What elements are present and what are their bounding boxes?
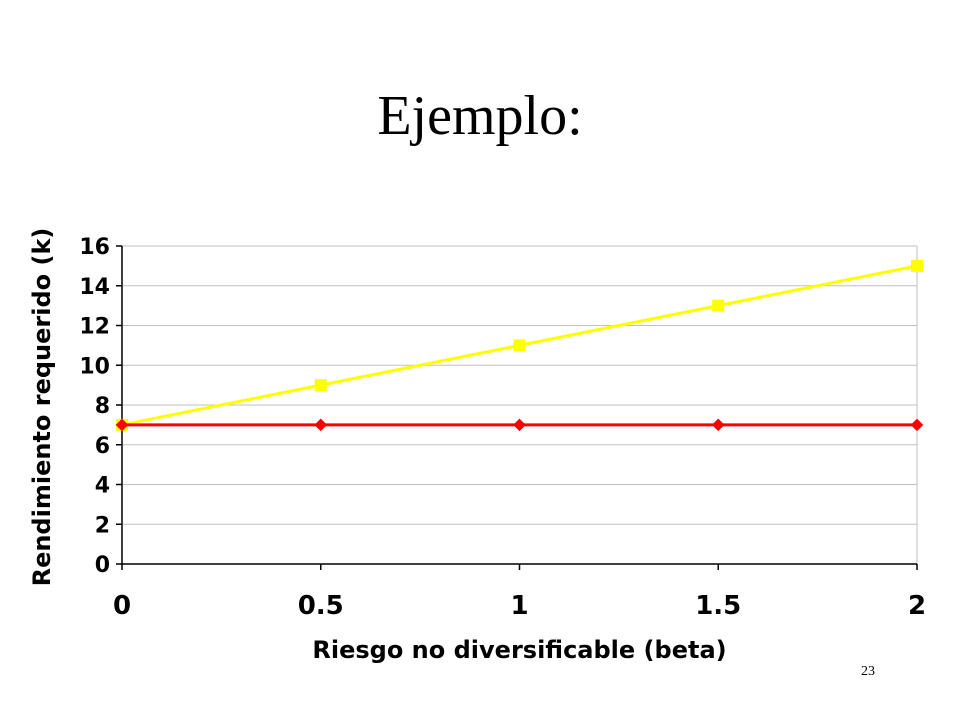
data-point-diamond <box>115 418 129 432</box>
tick-labels: 0 2 4 6 8 10 12 14 16 0 0.5 1 1.5 2 <box>79 235 926 621</box>
slide-title: Ejemplo: <box>377 85 583 147</box>
data-point-diamond <box>910 418 924 432</box>
y-tick-label: 12 <box>79 315 110 340</box>
data-point-square <box>513 339 526 352</box>
y-tick-label: 16 <box>79 235 110 260</box>
grid-lines <box>122 245 918 564</box>
data-point-diamond <box>513 418 526 432</box>
data-point-diamond <box>711 418 725 432</box>
x-tick-label: 0 <box>113 591 131 621</box>
data-point-square <box>712 299 725 312</box>
x-axis-label: Riesgo no diversificable (beta) <box>312 636 726 664</box>
x-tick-label: 1.5 <box>695 591 741 621</box>
y-axis-label: Rendimiento requerido (k) <box>28 228 56 587</box>
y-tick-label: 4 <box>95 474 110 499</box>
y-tick-label: 14 <box>79 275 110 300</box>
axes <box>116 245 918 570</box>
x-tick-label: 1 <box>510 591 528 621</box>
y-tick-label: 6 <box>95 434 110 459</box>
y-tick-label: 0 <box>95 553 110 578</box>
data-series <box>115 259 924 432</box>
y-tick-label: 10 <box>79 354 110 379</box>
data-point-square <box>911 259 923 272</box>
x-tick-label: 0.5 <box>298 591 344 621</box>
page-number: 23 <box>861 664 875 679</box>
y-tick-label: 2 <box>95 513 110 538</box>
data-point-diamond <box>314 418 328 432</box>
data-point-square <box>314 379 327 392</box>
x-tick-label: 2 <box>908 591 926 621</box>
y-tick-label: 8 <box>95 394 110 419</box>
